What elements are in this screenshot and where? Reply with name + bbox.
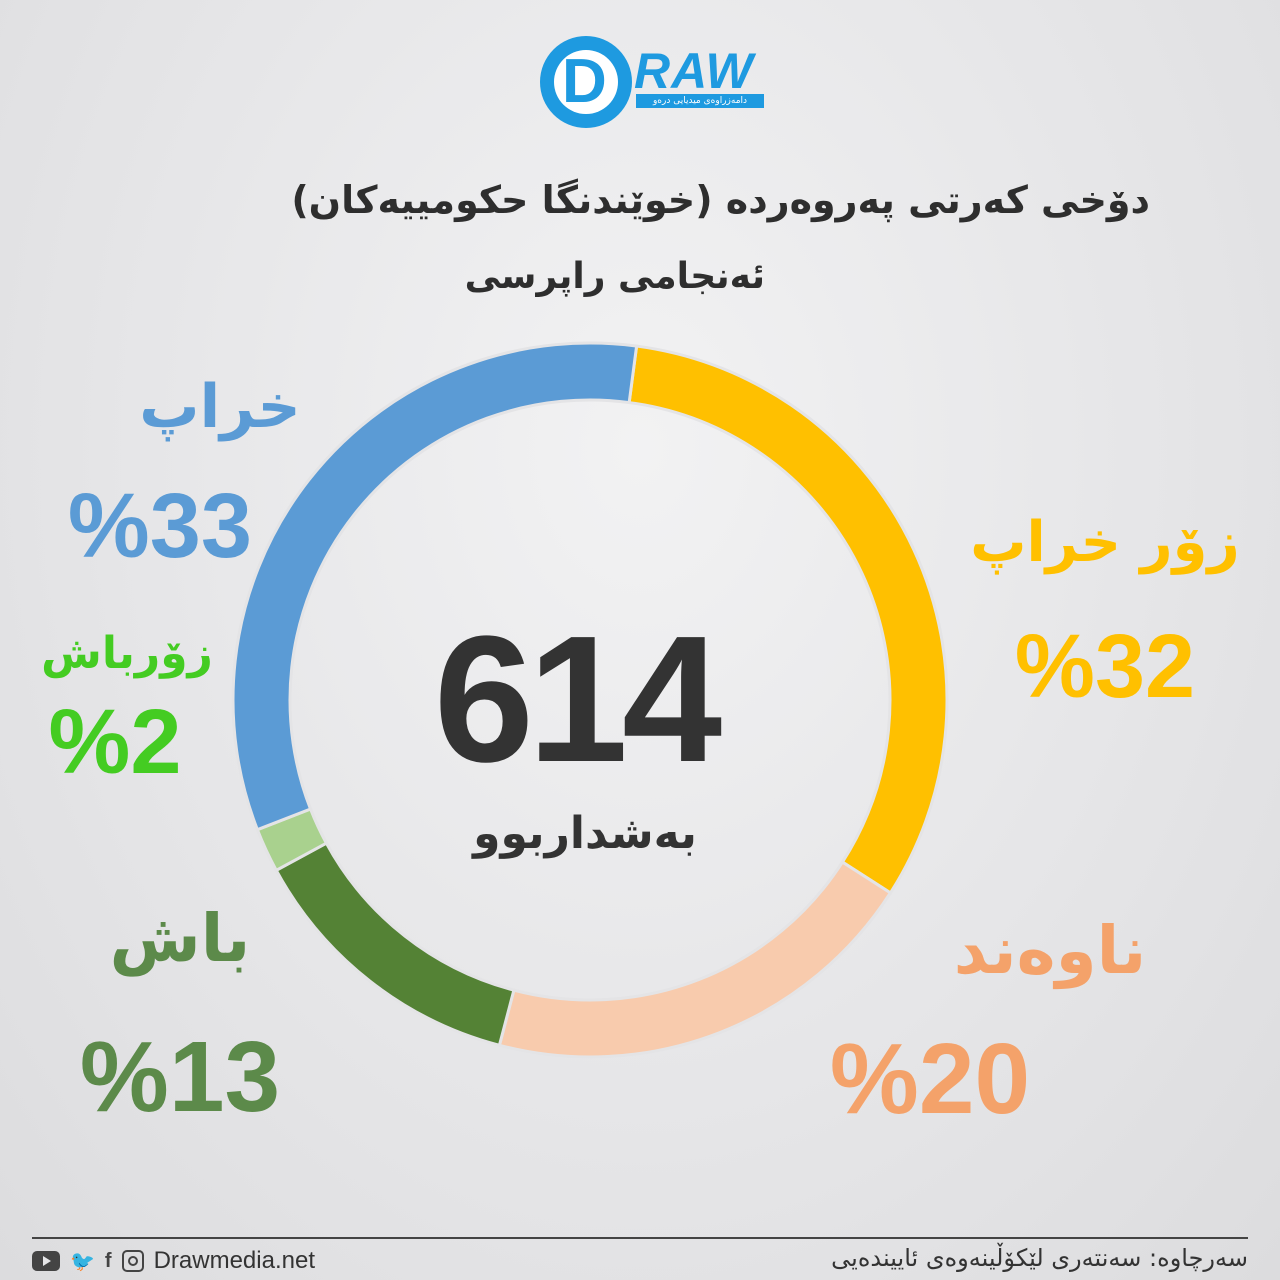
instagram-icon[interactable] (121, 1250, 144, 1272)
website-link[interactable]: Drawmedia.net (153, 1247, 315, 1274)
value-good: %13 (79, 1021, 281, 1133)
label-medium: ناوەند (953, 912, 1147, 989)
logo-tagline: دامەزراوەی میدیایی درەو (636, 94, 764, 108)
value-very-bad: %32 (1014, 617, 1196, 717)
social-links: 🐦 f Drawmedia.net (32, 1247, 315, 1274)
chart-title: دۆخی کەرتی پەروەردە (خوێندنگا حکومییەکان… (291, 178, 1150, 222)
logo-text: RAW (634, 43, 754, 99)
value-bad: %33 (67, 475, 253, 577)
twitter-icon[interactable]: 🐦 (70, 1250, 95, 1273)
label-very-bad: زۆر خراپ (970, 510, 1240, 575)
slice-good (274, 841, 516, 1048)
facebook-icon[interactable]: f (104, 1249, 112, 1272)
slice-bad (231, 341, 639, 832)
value-medium: %20 (829, 1023, 1031, 1135)
label-good: باش (109, 900, 251, 977)
footer-divider (32, 1237, 1248, 1239)
logo-letter: D (562, 47, 607, 116)
total-participants: 614 (433, 599, 722, 800)
source-note: سەرچاوە: سەنتەری لێکۆڵینەوەی ئاییندەیی (831, 1244, 1248, 1272)
value-very-good: %2 (48, 691, 182, 793)
participants-label: بەشداربوو (473, 808, 697, 859)
label-very-good: زۆرباش (41, 628, 213, 679)
draw-logo: D RAW دامەزراوەی میدیایی درەو (540, 36, 780, 128)
label-bad: خراپ (139, 372, 301, 442)
chart-subtitle: ئەنجامی راپرسی (464, 256, 765, 297)
youtube-icon[interactable] (32, 1251, 60, 1271)
logo-ring (540, 36, 632, 128)
